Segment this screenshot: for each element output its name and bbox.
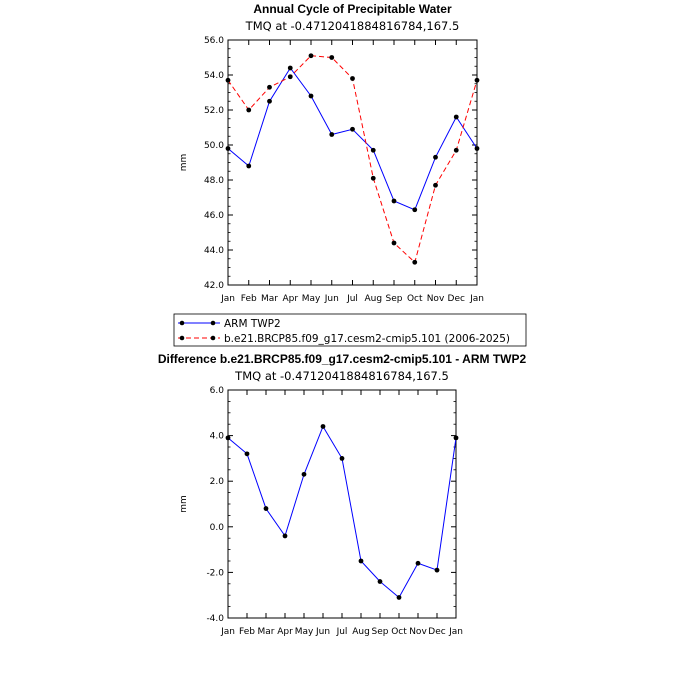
data-point xyxy=(320,424,326,429)
data-point xyxy=(377,579,383,584)
x-tick-label: May xyxy=(295,627,314,637)
data-point xyxy=(391,198,397,204)
data-point xyxy=(308,93,314,99)
data-point xyxy=(267,84,272,90)
annual-cycle-chart: Annual Cycle of Precipitable Water TMQ at… xyxy=(173,2,527,347)
chart-subtitle: TMQ at -0.4712041884816784,167.5 xyxy=(245,19,460,33)
x-tick-label: Dec xyxy=(448,294,465,304)
data-point xyxy=(396,595,402,600)
y-tick-label: 46.0 xyxy=(204,211,224,221)
x-tick-label: Apr xyxy=(277,627,293,637)
x-tick-label: Jun xyxy=(324,294,339,304)
y-tick-label: 42.0 xyxy=(204,281,224,291)
legend-marker xyxy=(210,335,216,341)
x-tick-label: Jan xyxy=(220,294,235,304)
data-point xyxy=(308,53,314,59)
data-point xyxy=(453,114,459,120)
data-point xyxy=(287,74,293,80)
data-point xyxy=(267,98,272,104)
x-tick-label: Jan xyxy=(469,294,484,304)
x-tick-label: Jul xyxy=(336,627,348,637)
x-tick-label: Feb xyxy=(241,294,257,304)
chart-subtitle: TMQ at -0.4712041884816784,167.5 xyxy=(234,369,449,383)
data-point xyxy=(287,65,293,71)
data-point xyxy=(453,147,459,153)
data-point xyxy=(225,435,231,441)
data-point xyxy=(225,77,231,83)
data-point xyxy=(225,146,231,151)
data-point xyxy=(339,456,345,461)
y-tick-label: 56.0 xyxy=(204,36,224,46)
y-axis-label: mm xyxy=(179,495,189,513)
x-tick-label: Mar xyxy=(258,627,275,637)
x-tick-label: Aug xyxy=(364,294,382,304)
data-point xyxy=(412,259,418,265)
x-tick-label: Apr xyxy=(282,294,298,304)
data-point xyxy=(474,146,480,151)
y-tick-label: 50.0 xyxy=(204,141,224,151)
data-point xyxy=(433,182,438,188)
data-point xyxy=(433,154,438,160)
x-tick-label: Sep xyxy=(386,294,403,304)
data-point xyxy=(350,126,355,132)
data-point xyxy=(358,558,364,564)
data-point xyxy=(329,132,335,137)
data-point xyxy=(370,147,376,153)
y-tick-label: -2.0 xyxy=(206,568,224,578)
y-tick-label: 48.0 xyxy=(204,176,224,186)
data-point xyxy=(474,77,480,83)
series-line-0 xyxy=(227,67,478,211)
x-tick-label: Oct xyxy=(391,627,407,637)
x-tick-label: Dec xyxy=(428,627,445,637)
legend-marker xyxy=(210,320,216,326)
data-point xyxy=(282,533,288,539)
data-point xyxy=(246,107,252,113)
data-point xyxy=(244,451,250,457)
data-point xyxy=(246,163,252,169)
legend-label-1: b.e21.BRCP85.f09_g17.cesm2-cmip5.101 (20… xyxy=(224,333,510,345)
series-line-0 xyxy=(227,425,457,599)
y-tick-label: 6.0 xyxy=(210,386,225,396)
chart-title: Difference b.e21.BRCP85.f09_g17.cesm2-cm… xyxy=(158,352,527,366)
x-tick-label: Jun xyxy=(315,627,330,637)
y-tick-label: 4.0 xyxy=(210,432,225,442)
plot-frame xyxy=(227,389,457,619)
x-tick-label: Jul xyxy=(346,294,358,304)
x-tick-label: Mar xyxy=(261,294,278,304)
data-point xyxy=(412,207,418,213)
x-tick-label: Jan xyxy=(220,627,235,637)
y-tick-label: 44.0 xyxy=(204,246,224,256)
data-point xyxy=(301,471,307,477)
y-tick-label: -4.0 xyxy=(206,614,224,624)
x-tick-label: Feb xyxy=(239,627,255,637)
legend-marker xyxy=(179,335,185,341)
x-tick-label: Sep xyxy=(372,627,389,637)
data-point xyxy=(263,506,269,511)
y-tick-label: 2.0 xyxy=(210,477,225,487)
y-axis-label: mm xyxy=(179,154,189,172)
data-point xyxy=(370,175,376,181)
y-tick-label: 52.0 xyxy=(204,106,224,116)
chart-title: Annual Cycle of Precipitable Water xyxy=(253,2,452,16)
data-point xyxy=(391,240,397,246)
x-tick-label: Nov xyxy=(409,627,427,637)
x-tick-label: Aug xyxy=(352,627,370,637)
y-tick-label: 54.0 xyxy=(204,71,224,81)
x-tick-label: Oct xyxy=(407,294,423,304)
y-tick-label: 0.0 xyxy=(210,523,225,533)
legend-box xyxy=(173,313,527,347)
data-point xyxy=(329,55,335,60)
series-line-1 xyxy=(227,55,478,264)
legend-marker xyxy=(179,320,185,326)
data-point xyxy=(453,435,459,441)
x-tick-label: Jan xyxy=(448,627,463,637)
data-point xyxy=(350,76,355,81)
x-tick-label: Nov xyxy=(427,294,445,304)
x-tick-label: May xyxy=(302,294,321,304)
data-point xyxy=(434,567,440,573)
data-point xyxy=(415,560,421,566)
legend-label-0: ARM TWP2 xyxy=(224,318,281,330)
difference-chart: Difference b.e21.BRCP85.f09_g17.cesm2-cm… xyxy=(158,352,527,637)
